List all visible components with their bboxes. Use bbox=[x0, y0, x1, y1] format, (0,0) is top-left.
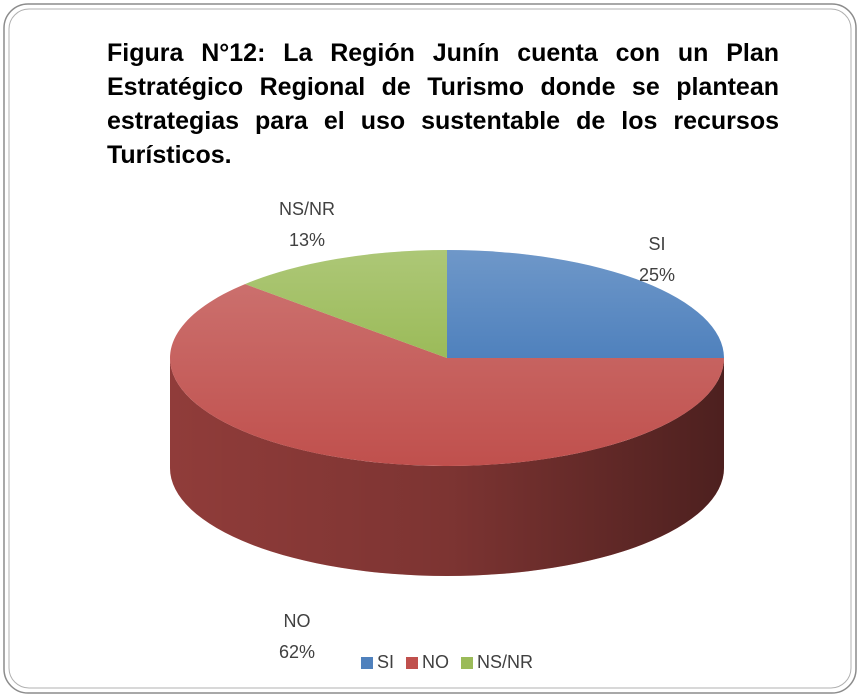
pie-tops bbox=[170, 250, 725, 466]
slice-gloss bbox=[170, 284, 725, 466]
slice-label-name: NO bbox=[284, 611, 311, 631]
legend-label: NS/NR bbox=[477, 652, 533, 672]
chart-title: Figura N°12: La Región Junín cuenta con … bbox=[107, 39, 779, 169]
legend: SI NO NS/NR bbox=[360, 652, 533, 672]
legend-label: NO bbox=[422, 652, 449, 672]
legend-item: NS/NR bbox=[461, 652, 533, 672]
slice-gloss bbox=[447, 250, 724, 358]
slice-label-value: 13% bbox=[289, 230, 325, 250]
legend-label: SI bbox=[377, 652, 394, 672]
slice-side-shade bbox=[170, 358, 724, 576]
pie-sides bbox=[170, 358, 724, 576]
slice-label-name: NS/NR bbox=[279, 199, 335, 219]
slice-label-name: SI bbox=[648, 234, 665, 254]
legend-swatch bbox=[360, 657, 373, 669]
frame bbox=[3, 3, 857, 694]
legend-swatch bbox=[461, 657, 473, 669]
slice-label-value: 62% bbox=[279, 642, 315, 662]
slice-label-value: 25% bbox=[639, 265, 675, 285]
legend-item: NO bbox=[406, 652, 449, 672]
legend-swatch bbox=[406, 657, 418, 669]
pie-labels: SI 25% NO 62% NS/NR 13% bbox=[279, 199, 675, 662]
legend-item: SI bbox=[360, 652, 394, 672]
slice-gloss bbox=[245, 250, 447, 358]
frame-inner bbox=[8, 8, 852, 689]
